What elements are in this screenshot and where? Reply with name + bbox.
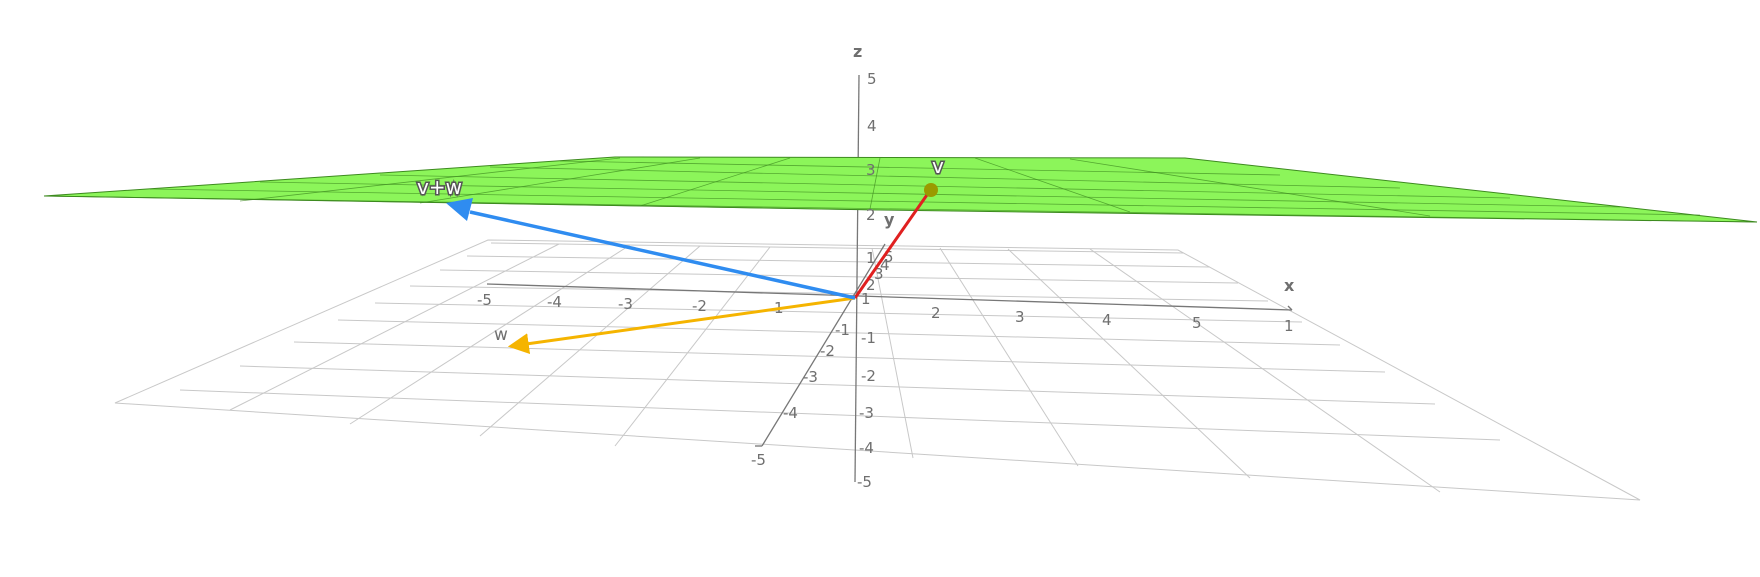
x-tick-label: -5: [477, 291, 492, 309]
vector-w-label: w: [494, 325, 508, 345]
vector-v-plus-w-arrowhead: [446, 198, 473, 221]
vector-v[interactable]: v: [853, 153, 946, 299]
vector-v-plus-w-label: v+w: [417, 175, 462, 199]
y-tick-label: 4: [880, 256, 890, 274]
z-tick-label: 3: [866, 161, 876, 179]
vector-v-plus-w[interactable]: v+w: [416, 174, 856, 300]
z-tick-label: 2: [866, 206, 876, 224]
z-axis-name: z: [853, 42, 862, 61]
z-axis-line: [854, 74, 860, 483]
plane-fill: [43, 156, 1758, 223]
x-tick-label: -3: [618, 295, 633, 313]
y-tick-label: -3: [803, 368, 818, 386]
x-tick-label: 2: [931, 304, 941, 322]
z-tick-label: 1: [866, 249, 876, 267]
y-tick-label: -5: [751, 451, 766, 469]
y-tick-label: 2: [866, 276, 876, 294]
y-tick-label: 3: [874, 265, 884, 283]
z-axis-ticks: 5 4 3 2 1 -1 -2 -3 -4 -5 z: [853, 42, 877, 491]
x-axis-line: [486, 283, 1293, 311]
y-axis-line: [761, 243, 886, 447]
x-tick-label: 4: [1102, 311, 1112, 329]
z-tick-label: -3: [859, 404, 874, 422]
axes: [486, 74, 1293, 483]
vector-v-label: v: [932, 154, 944, 178]
y-axis-name: y: [884, 210, 895, 229]
x-tick-label: 5: [1192, 314, 1202, 332]
z-tick-label: -2: [861, 367, 876, 385]
plane-surface: [43, 156, 1758, 223]
x-axis-name: x: [1284, 276, 1295, 295]
z-tick-label: 4: [867, 117, 877, 135]
x-tick-label: -2: [692, 297, 707, 315]
x-tick-label: 3: [1015, 308, 1025, 326]
z-tick-label: -1: [861, 329, 876, 347]
y-tick-label: -2: [820, 342, 835, 360]
vector-v-point: [924, 183, 938, 197]
z-tick-label: -5: [857, 473, 872, 491]
x-tick-label: 1: [1284, 317, 1294, 335]
z-tick-label: 5: [867, 70, 877, 88]
z-tick-label: -4: [859, 439, 874, 457]
vector-w[interactable]: w: [494, 296, 856, 355]
y-tick-label: 1: [861, 290, 871, 308]
y-tick-label: 5: [884, 248, 894, 266]
x-tick-label: -4: [547, 293, 562, 311]
y-axis-ticks: -5 -4 -3 -2 -1 1 2 3 4 5 y: [751, 210, 895, 469]
y-tick-label: -1: [835, 321, 850, 339]
y-tick-label: -4: [783, 404, 798, 422]
